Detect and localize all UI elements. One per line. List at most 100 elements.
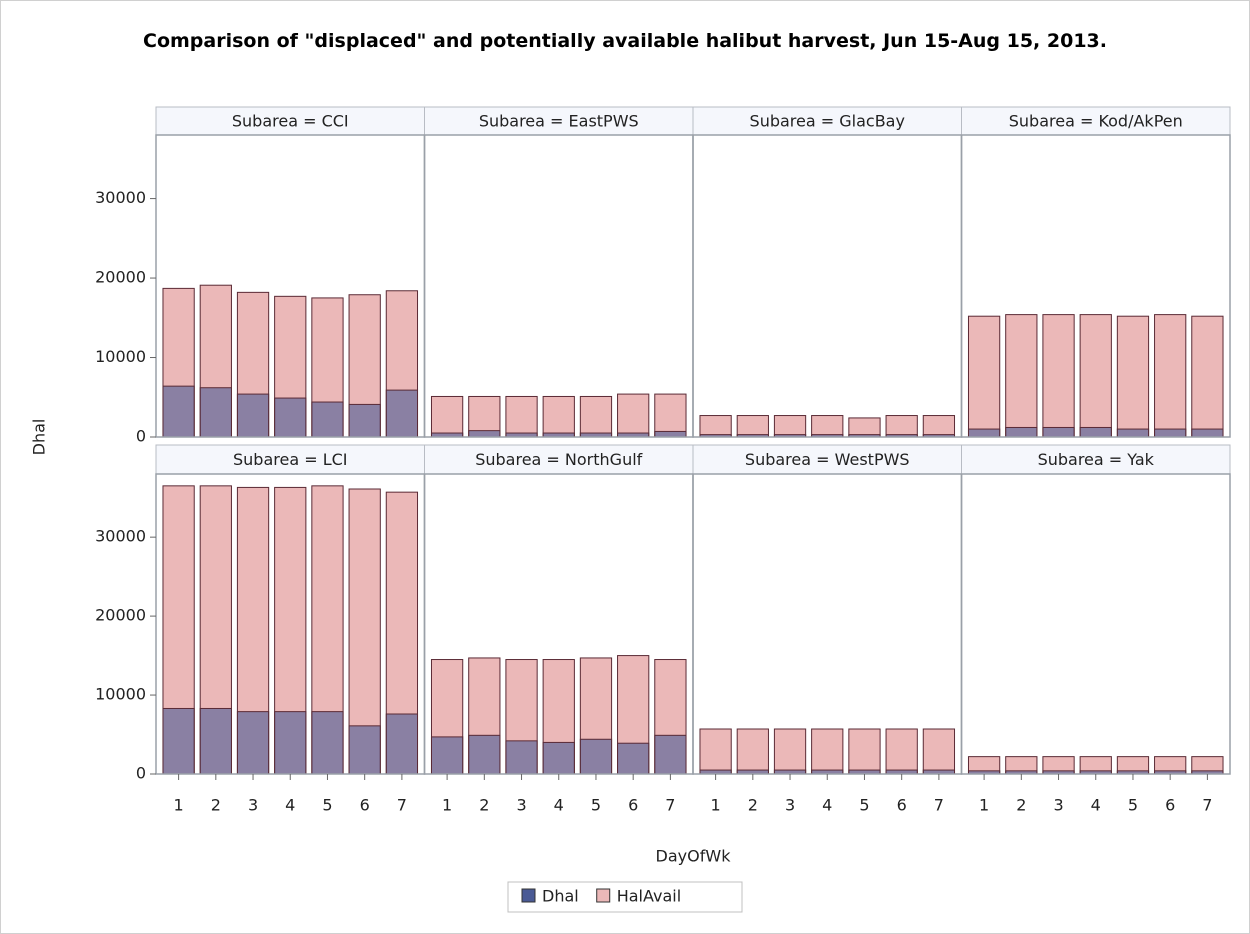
halavail-bar <box>922 728 956 775</box>
dhal-bar <box>236 393 270 438</box>
panel-frame <box>960 134 1231 438</box>
panel-header <box>961 106 1231 136</box>
chart-title: Comparison of "displaced" and potentiall… <box>143 30 1107 52</box>
halavail-bar <box>736 415 769 438</box>
halavail-bar <box>579 395 613 438</box>
dhal-bar <box>1005 426 1038 438</box>
halavail-bar <box>505 395 538 438</box>
halavail-bar <box>922 415 956 438</box>
x-tick-label: 1 <box>174 796 184 815</box>
x-tick-label: 1 <box>711 796 721 815</box>
panel-header <box>424 106 694 136</box>
dhal-bar <box>468 734 501 775</box>
halavail-bar <box>1191 315 1224 438</box>
x-tick-label: 6 <box>360 796 370 815</box>
dhal-bar <box>274 397 307 438</box>
panel-title: Subarea = Kod/AkPen <box>1009 112 1183 131</box>
panel-frame <box>423 134 694 438</box>
y-tick-label: 30000 <box>95 527 146 546</box>
panel-frame <box>960 473 1231 775</box>
panel-header <box>424 444 694 475</box>
dhal-bar <box>579 738 613 775</box>
panel-title: Subarea = NorthGulf <box>475 450 642 469</box>
halavail-bar <box>773 728 807 775</box>
dhal-bar <box>1191 428 1224 438</box>
halavail-bar <box>811 728 844 775</box>
legend-swatch <box>596 888 611 903</box>
dhal-bar <box>1154 428 1187 438</box>
y-tick-label: 20000 <box>95 606 146 625</box>
x-tick-label: 4 <box>285 796 295 815</box>
x-tick-label: 5 <box>859 796 869 815</box>
dhal-bar <box>654 734 687 775</box>
x-tick-label: 3 <box>516 796 526 815</box>
dhal-bar <box>162 707 195 775</box>
panel-title: Subarea = WestPWS <box>745 450 910 469</box>
x-tick-label: 1 <box>442 796 452 815</box>
panel-header <box>155 106 425 136</box>
x-tick-label: 2 <box>1016 796 1026 815</box>
y-tick-label: 30000 <box>95 188 146 207</box>
dhal-bar <box>1116 428 1150 438</box>
dhal-bar <box>199 707 232 775</box>
legend-box <box>507 881 743 913</box>
legend-label: Dhal <box>542 887 579 906</box>
x-tick-label: 1 <box>979 796 989 815</box>
dhal-bar <box>1042 426 1075 438</box>
y-tick-label: 0 <box>136 764 146 783</box>
dhal-bar <box>311 401 344 438</box>
y-tick-label: 20000 <box>95 268 146 287</box>
halavail-bar <box>1042 314 1075 438</box>
y-tick-label: 0 <box>136 427 146 446</box>
x-tick-label: 2 <box>479 796 489 815</box>
x-tick-label: 4 <box>1091 796 1101 815</box>
panel-title: Subarea = EastPWS <box>479 112 639 131</box>
halavail-bar <box>848 728 881 775</box>
x-tick-label: 5 <box>322 796 332 815</box>
panel-title: Subarea = Yak <box>1038 450 1155 469</box>
halavail-bar <box>967 315 1001 438</box>
halavail-bar <box>1005 314 1038 438</box>
x-tick-label: 2 <box>211 796 221 815</box>
halavail-bar <box>736 728 769 775</box>
legend-swatch <box>521 888 536 903</box>
y-tick-label: 10000 <box>95 685 146 704</box>
halavail-bar <box>699 728 732 775</box>
dhal-bar <box>236 711 270 775</box>
halavail-bar <box>542 395 575 438</box>
legend-label: HalAvail <box>617 887 681 906</box>
x-tick-label: 3 <box>785 796 795 815</box>
x-tick-label: 5 <box>591 796 601 815</box>
dhal-bar <box>1079 426 1112 438</box>
dhal-bar <box>162 385 195 438</box>
x-tick-label: 4 <box>822 796 832 815</box>
dhal-bar <box>385 713 419 775</box>
x-tick-label: 7 <box>397 796 407 815</box>
panel-frame <box>692 134 963 438</box>
halavail-bar <box>1079 314 1112 438</box>
dhal-bar <box>468 430 501 438</box>
x-tick-label: 2 <box>748 796 758 815</box>
dhal-bar <box>385 389 419 438</box>
dhal-bar <box>617 742 650 775</box>
halavail-bar <box>1116 315 1150 438</box>
halavail-bar <box>1154 314 1187 438</box>
panel-header <box>961 444 1231 475</box>
y-axis-label: Dhal <box>30 419 49 456</box>
dhal-bar <box>967 428 1001 438</box>
panel-header <box>692 444 962 475</box>
halavail-bar <box>811 415 844 438</box>
x-tick-label: 6 <box>897 796 907 815</box>
x-tick-label: 7 <box>1202 796 1212 815</box>
x-axis-label: DayOfWk <box>656 847 732 866</box>
dhal-bar <box>274 711 307 775</box>
dhal-bar <box>430 736 464 775</box>
dhal-bar <box>348 403 381 438</box>
halavail-bar <box>885 728 918 775</box>
panel-title: Subarea = CCI <box>232 112 349 131</box>
dhal-bar <box>199 387 232 438</box>
halavail-bar <box>617 393 650 438</box>
panel-title: Subarea = GlacBay <box>750 112 905 131</box>
